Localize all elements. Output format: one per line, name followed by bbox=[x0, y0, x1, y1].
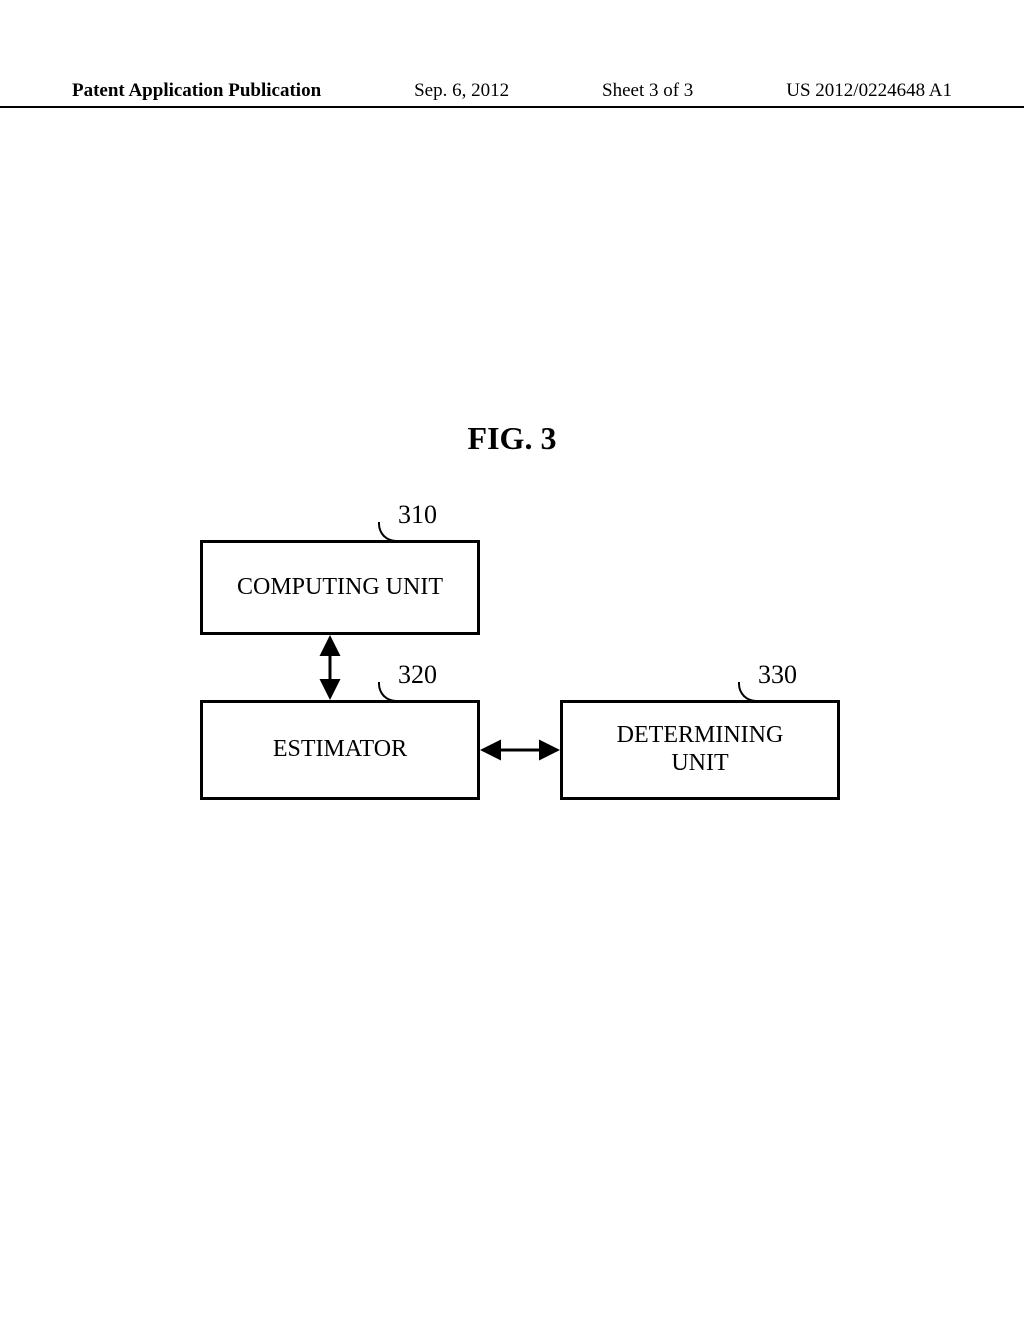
page-header: Patent Application Publication Sep. 6, 2… bbox=[0, 80, 1024, 108]
publication-label: Patent Application Publication bbox=[72, 80, 321, 102]
block-diagram: COMPUTING UNIT 310 ESTIMATOR 320 DETERMI… bbox=[180, 510, 880, 830]
connectors bbox=[180, 510, 880, 830]
figure-title: FIG. 3 bbox=[0, 420, 1024, 457]
publication-number: US 2012/0224648 A1 bbox=[786, 80, 952, 102]
publication-date: Sep. 6, 2012 bbox=[414, 80, 509, 102]
sheet-number: Sheet 3 of 3 bbox=[602, 80, 693, 102]
